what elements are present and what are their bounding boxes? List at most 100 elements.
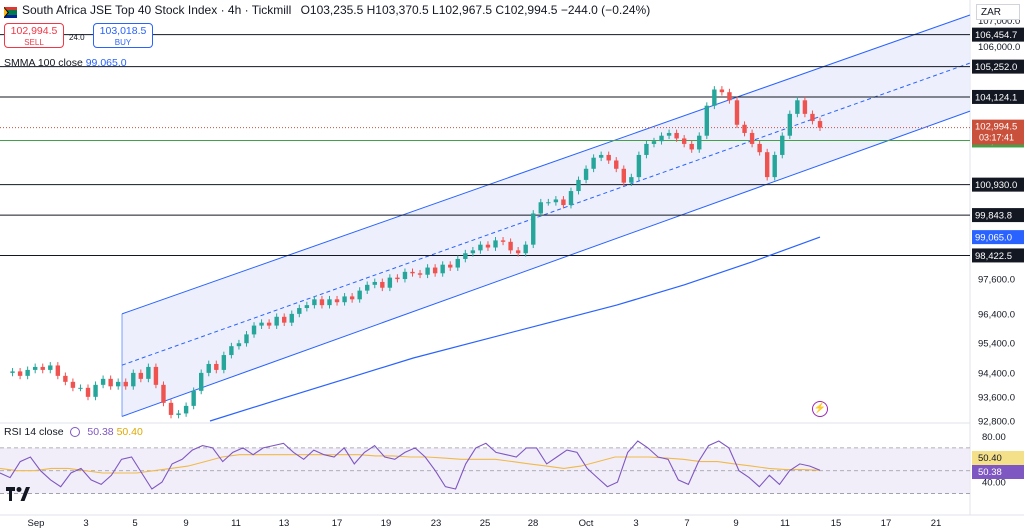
candle (85, 387, 91, 397)
price-tick-label: 106,000.0 (978, 42, 1020, 53)
time-tick-label: Sep (28, 518, 45, 529)
candle (576, 179, 581, 192)
candle (319, 299, 325, 306)
candle (17, 371, 23, 376)
candle (764, 152, 770, 178)
smma-legend-value: 99,065.0 (85, 57, 127, 69)
candle (214, 363, 219, 370)
level-label: 105,252.0 (975, 62, 1017, 73)
candle (734, 100, 740, 125)
price-tick-label: 93,600.0 (978, 392, 1015, 403)
rsi-value-label: 50.38 (978, 467, 1002, 478)
candle (493, 240, 498, 248)
candle (432, 267, 438, 274)
candle (523, 244, 528, 254)
candle (651, 141, 657, 144)
buy-button[interactable]: 103,018.5 BUY (93, 23, 153, 48)
candle (440, 264, 445, 274)
rsi-tick-label: 40.00 (982, 478, 1006, 489)
time-tick-label: 11 (231, 518, 241, 529)
candle (191, 390, 196, 406)
level-label: 106,454.7 (975, 30, 1017, 41)
currency-selector[interactable]: ZAR (976, 4, 1020, 20)
candle (583, 168, 589, 180)
lightning-icon[interactable]: ⚡ (812, 401, 828, 417)
candle (55, 365, 61, 376)
candle (757, 143, 762, 153)
candle (795, 100, 800, 114)
candle (93, 384, 98, 397)
last-price-tag (972, 119, 1024, 145)
time-tick-label: 21 (931, 518, 942, 529)
sell-price: 102,994.5 (10, 25, 58, 37)
candle (221, 355, 227, 370)
time-tick-label: 28 (528, 518, 539, 529)
candle (666, 132, 672, 136)
candle (63, 375, 68, 382)
candle (251, 325, 257, 335)
candle (621, 168, 626, 183)
candle (229, 346, 234, 356)
candle (266, 322, 272, 326)
candle (591, 157, 596, 169)
candle (644, 143, 649, 155)
candle (259, 322, 264, 326)
time-tick-label: 5 (132, 518, 137, 529)
candle (10, 371, 15, 373)
rsi-tick-label: 80.00 (982, 432, 1006, 443)
candle (659, 135, 664, 142)
candle (546, 202, 551, 204)
price-tick-label: 95,400.0 (978, 339, 1015, 350)
candle (297, 308, 302, 314)
time-tick-label: 19 (381, 518, 392, 529)
buy-price: 103,018.5 (99, 25, 147, 37)
candle (787, 113, 793, 136)
candle (32, 366, 38, 370)
level-label: 104,124.1 (975, 92, 1017, 103)
price-tick-label: 94,400.0 (978, 368, 1015, 379)
rsi-ma-tag (972, 451, 1024, 465)
candle (40, 366, 45, 370)
candle (470, 250, 476, 254)
channel-lower-line (121, 110, 971, 417)
rsi-settings-icon[interactable] (70, 427, 81, 437)
level-label: 100,930.0 (975, 180, 1017, 191)
price-tick-label: 107,000.0 (978, 16, 1020, 27)
candle (395, 277, 400, 280)
candle (425, 267, 430, 275)
candle (153, 366, 159, 385)
rsi-legend-value: 50.38 (87, 426, 114, 438)
candle (176, 413, 181, 415)
candle (697, 135, 702, 150)
candle (553, 199, 559, 203)
candle (508, 241, 513, 251)
candle (410, 271, 415, 274)
candle (138, 372, 144, 379)
candle (689, 143, 694, 150)
symbol-title[interactable]: South Africa JSE Top 40 Stock Index · 4h… (22, 3, 292, 17)
countdown-label: 03:17:41 (979, 133, 1014, 143)
candle (402, 271, 408, 280)
candle (636, 154, 642, 178)
time-tick-label: 9 (733, 518, 738, 529)
candle (183, 405, 189, 414)
smma-legend[interactable]: SMMA 100 close 99,065.0 (4, 57, 127, 69)
candle (161, 384, 166, 403)
time-tick-label: 9 (183, 518, 188, 529)
time-tick-label: 25 (480, 518, 491, 529)
candle (146, 366, 151, 379)
candle (727, 92, 732, 101)
candle (282, 316, 287, 323)
channel-fill (122, 15, 970, 417)
spread-value: 24.0 (69, 33, 85, 42)
candle (561, 199, 566, 206)
sell-button[interactable]: 102,994.5 SELL (4, 23, 64, 48)
rsi-legend[interactable]: RSI 14 close 50.38 50.40 (4, 426, 143, 438)
smma-label: SMMA 100 close (4, 57, 83, 69)
time-tick-label: 17 (332, 518, 343, 529)
candle (629, 177, 634, 183)
candle (478, 244, 483, 251)
candle (780, 135, 785, 155)
candle (802, 100, 808, 114)
